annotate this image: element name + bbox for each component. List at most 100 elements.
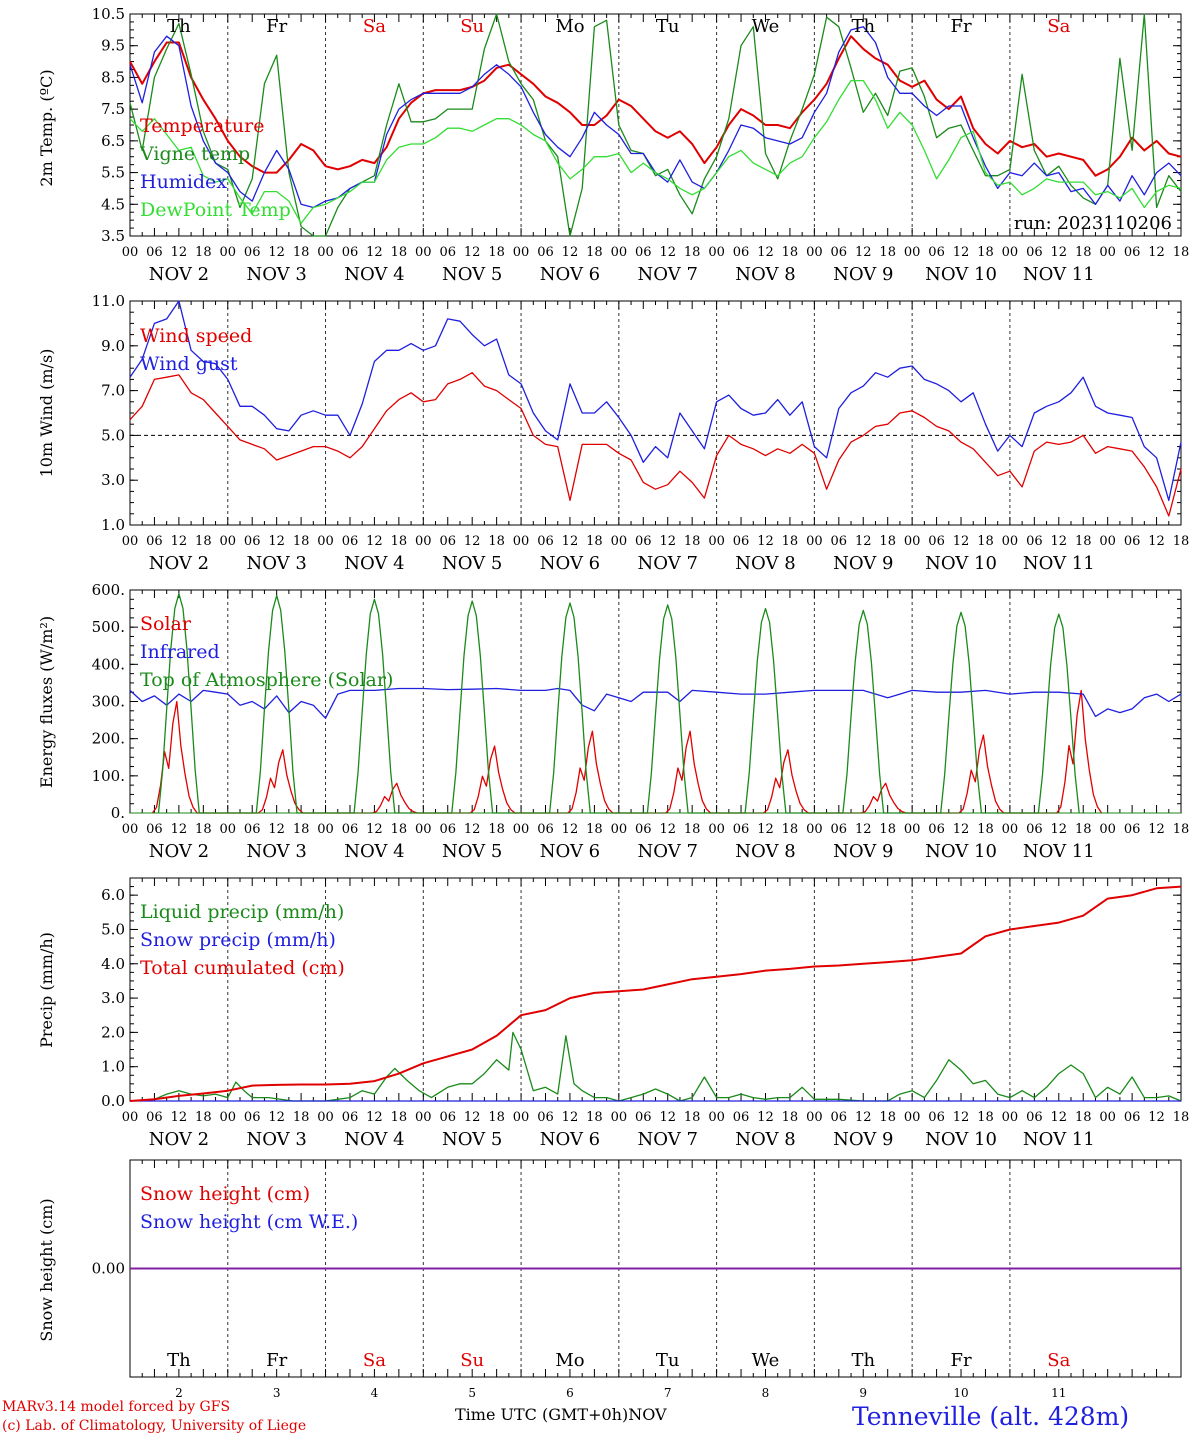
hour-tick-label: 06 — [831, 534, 848, 549]
date-label: NOV 9 — [833, 553, 893, 574]
y-tick-label: 9.5 — [101, 37, 125, 55]
panel-2: 1.0 3.0 5.0 7.0 9.0 11.0 10m Wind (m/s) Wind sp… — [37, 292, 1189, 574]
hour-tick-label: 06 — [1124, 1110, 1141, 1125]
date-label: NOV 5 — [442, 264, 502, 285]
hour-tick-label: 06 — [733, 1110, 750, 1125]
date-label: NOV 8 — [735, 553, 795, 574]
series-line-wind-speed — [129, 372, 1182, 517]
hour-tick-label: 12 — [268, 534, 285, 549]
y-axis-label: Energy fluxes (W/m²) — [37, 616, 56, 788]
hour-tick-label: 00 — [904, 245, 921, 260]
hour-tick-label: 06 — [244, 1110, 261, 1125]
model-credit: MARv3.14 model forced by GFS (c) Lab. of… — [2, 1398, 306, 1436]
panel-1: 3.5 4.5 5.5 6.5 7.5 8.5 9.5 10.5 2m Temp. (ºC) Te… — [37, 5, 1189, 285]
y-tick-label: 3.5 — [101, 227, 125, 245]
weekday-label: Tu — [656, 1350, 680, 1371]
weekday-label: Th — [167, 1350, 191, 1371]
hour-tick-label: 12 — [855, 245, 872, 260]
hour-tick-label: 12 — [464, 1110, 481, 1125]
series-line-wind-gust — [129, 300, 1182, 502]
series-line-vigne-temp — [129, 13, 1182, 237]
date-label: NOV 8 — [735, 1129, 795, 1150]
legend-entry: Wind speed — [140, 325, 252, 347]
weekday-label: Su — [460, 16, 484, 37]
hour-tick-label: 00 — [708, 822, 725, 837]
hour-tick-label: 06 — [928, 1110, 945, 1125]
hour-tick-label: 12 — [659, 534, 676, 549]
hour-tick-label: 06 — [537, 1110, 554, 1125]
hour-tick-label: 18 — [293, 534, 310, 549]
y-axis-label: 2m Temp. (ºC) — [37, 69, 56, 186]
hour-tick-label: 12 — [1051, 245, 1068, 260]
hour-tick-label: 18 — [391, 245, 408, 260]
hour-tick-label: 12 — [464, 534, 481, 549]
series-line-total-cumulated-cm- — [129, 885, 1182, 1102]
y-axis-label: Snow height (cm) — [37, 1198, 56, 1341]
y-axis-label: 10m Wind (m/s) — [37, 349, 56, 478]
y-tick-label: 600. — [92, 581, 125, 599]
hour-tick-label: 12 — [171, 822, 188, 837]
hour-tick-label: 18 — [195, 822, 212, 837]
hour-tick-label: 18 — [391, 1110, 408, 1125]
date-label: NOV 8 — [735, 264, 795, 285]
hour-tick-label: 00 — [1002, 534, 1019, 549]
y-tick-label: 5.0 — [101, 426, 125, 444]
hour-tick-label: 18 — [1075, 822, 1092, 837]
panel-4: 0.0 1.0 2.0 3.0 4.0 5.0 6.0 Precip (mm/h) Liquid… — [37, 877, 1190, 1150]
hour-tick-label: 18 — [782, 534, 799, 549]
date-label: NOV 9 — [833, 841, 893, 862]
hour-tick-label: 18 — [586, 245, 603, 260]
date-label: NOV 8 — [735, 841, 795, 862]
legend-entry: DewPoint Temp — [140, 199, 291, 221]
hour-tick-label: 00 — [1002, 822, 1019, 837]
hour-tick-label: 00 — [513, 534, 530, 549]
hour-tick-label: 18 — [391, 822, 408, 837]
credit-line-2: (c) Lab. of Climatology, University of L… — [2, 1418, 307, 1434]
hour-tick-label: 06 — [1026, 1110, 1043, 1125]
hour-tick-label: 00 — [513, 245, 530, 260]
hour-tick-label: 12 — [757, 534, 774, 549]
hour-tick-label: 18 — [1173, 245, 1190, 260]
hour-tick-label: 06 — [146, 245, 163, 260]
hour-tick-label: 00 — [708, 1110, 725, 1125]
date-label: NOV 10 — [925, 1129, 997, 1150]
y-tick-label: 0.00 — [92, 1260, 125, 1278]
hour-tick-label: 00 — [219, 245, 236, 260]
hour-tick-label: 00 — [611, 1110, 628, 1125]
hour-tick-label: 18 — [977, 1110, 994, 1125]
hour-tick-label: 18 — [488, 534, 505, 549]
date-label: NOV 9 — [833, 1129, 893, 1150]
y-tick-label: 5.5 — [101, 164, 125, 182]
date-label: NOV 7 — [638, 1129, 698, 1150]
hour-tick-label: 18 — [1173, 1110, 1190, 1125]
legend-entry: Solar — [140, 613, 192, 635]
date-label: NOV 5 — [442, 1129, 502, 1150]
legend-entry: Infrared — [140, 641, 220, 663]
day-number-label: 3 — [273, 1386, 281, 1400]
hour-tick-label: 06 — [342, 1110, 359, 1125]
hour-tick-label: 06 — [1026, 245, 1043, 260]
legend-entry: Snow precip (mm/h) — [140, 929, 336, 951]
hour-tick-label: 00 — [708, 534, 725, 549]
weekday-label: Th — [167, 16, 191, 37]
hour-tick-label: 18 — [782, 245, 799, 260]
y-tick-label: 6.0 — [101, 886, 125, 904]
hour-tick-label: 12 — [562, 534, 579, 549]
hour-tick-label: 06 — [439, 1110, 456, 1125]
hour-tick-label: 00 — [415, 822, 432, 837]
hour-tick-label: 06 — [537, 245, 554, 260]
legend-entry: Liquid precip (mm/h) — [140, 901, 344, 923]
date-label: NOV 3 — [246, 264, 306, 285]
date-label: NOV 6 — [540, 841, 600, 862]
weekday-label: Fr — [266, 1350, 287, 1371]
hour-tick-label: 12 — [562, 1110, 579, 1125]
hour-tick-label: 12 — [268, 245, 285, 260]
hour-tick-label: 00 — [317, 534, 334, 549]
hour-tick-label: 00 — [513, 822, 530, 837]
series-line-dewpoint-temp — [129, 79, 1182, 224]
hour-tick-label: 18 — [977, 245, 994, 260]
hour-tick-label: 06 — [146, 1110, 163, 1125]
series-line-temperature — [129, 35, 1182, 177]
series-line-infrared — [129, 687, 1182, 719]
hour-tick-label: 06 — [1124, 822, 1141, 837]
